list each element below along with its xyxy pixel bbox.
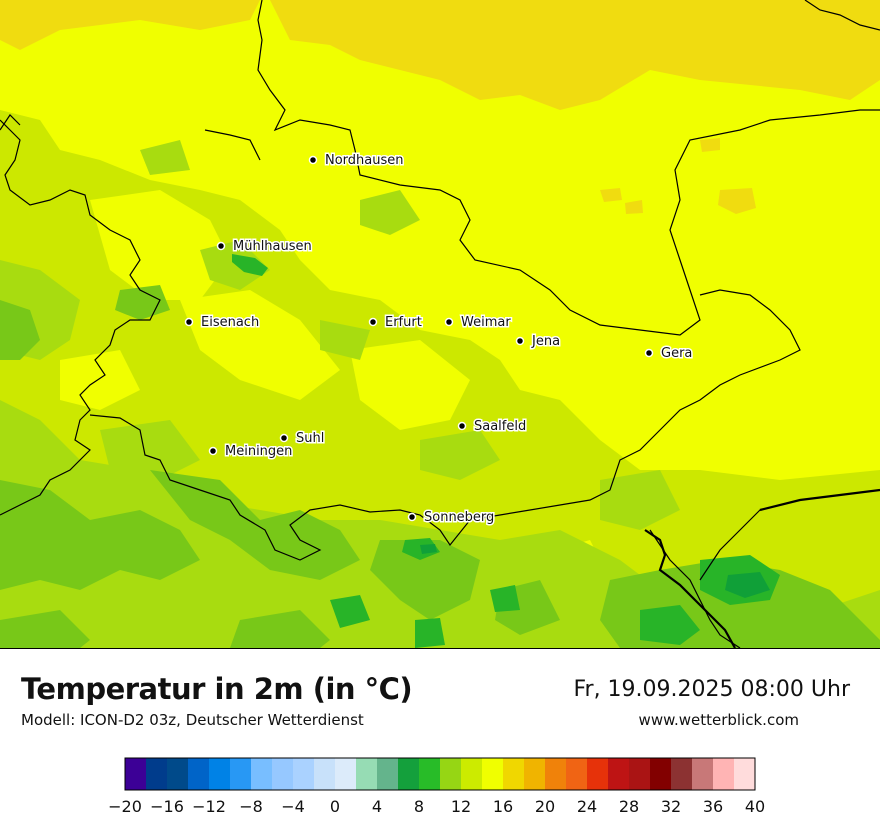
legend-swatch <box>650 758 672 790</box>
city-label: Mühlhausen <box>233 239 312 254</box>
city-dot <box>515 336 525 346</box>
city-dot <box>368 317 378 327</box>
city-dot <box>457 421 467 431</box>
city-sonneberg[interactable]: Sonneberg <box>407 509 496 527</box>
legend-tick-label: 32 <box>661 797 681 816</box>
legend-swatch <box>566 758 588 790</box>
legend-swatch <box>356 758 378 790</box>
legend-tick-label: 28 <box>619 797 639 816</box>
legend-frame <box>124 757 756 791</box>
city-nordhausen[interactable]: Nordhausen <box>308 152 405 170</box>
legend-tick-label: 4 <box>372 797 382 816</box>
city-dot <box>308 155 318 165</box>
city-meiningen[interactable]: Meiningen <box>208 443 294 461</box>
city-dot <box>279 433 289 443</box>
legend-swatch <box>398 758 420 790</box>
legend-swatch <box>335 758 357 790</box>
city-dot <box>184 317 194 327</box>
legend-swatch <box>293 758 315 790</box>
city-label: Nordhausen <box>325 153 404 168</box>
city-eisenach[interactable]: Eisenach <box>184 314 261 332</box>
legend-swatch <box>188 758 210 790</box>
city-jena[interactable]: Jena <box>515 333 562 351</box>
legend-swatch <box>167 758 189 790</box>
city-label: Meiningen <box>225 444 292 459</box>
legend-swatch <box>608 758 630 790</box>
legend-swatch <box>251 758 273 790</box>
legend-tick-label: −12 <box>192 797 226 816</box>
legend-swatch <box>482 758 504 790</box>
city-label: Sonneberg <box>424 510 494 525</box>
legend-tick-label: 8 <box>414 797 424 816</box>
legend-tick-label: 0 <box>330 797 340 816</box>
legend-tick-label: 40 <box>745 797 765 816</box>
legend-tick-label: 20 <box>535 797 555 816</box>
legend-swatch <box>209 758 231 790</box>
city-dot <box>216 241 226 251</box>
forecast-datetime: Fr, 19.09.2025 08:00 Uhr <box>573 677 850 702</box>
legend-swatch <box>713 758 735 790</box>
city-label: Erfurt <box>385 315 422 330</box>
legend-tick-label: −16 <box>150 797 184 816</box>
legend-swatch <box>419 758 441 790</box>
legend-swatch <box>440 758 462 790</box>
city-label: Suhl <box>296 431 324 446</box>
legend-tick-label: −8 <box>239 797 263 816</box>
city-erfurt[interactable]: Erfurt <box>368 314 423 332</box>
color-scale-legend: −20 −16 −12 −8 −4 0 4 8 12 16 20 24 28 32 36 40 <box>108 757 765 816</box>
legend-swatch <box>545 758 567 790</box>
city-suhl[interactable]: Suhl <box>279 430 326 448</box>
legend-swatch <box>314 758 336 790</box>
city-dot <box>444 317 454 327</box>
city-saalfeld[interactable]: Saalfeld <box>457 418 528 436</box>
legend-swatch <box>272 758 294 790</box>
legend-swatch <box>146 758 168 790</box>
legend-tick-label: −4 <box>281 797 305 816</box>
legend-swatch <box>524 758 546 790</box>
city-label: Weimar <box>461 315 511 330</box>
city-label: Gera <box>661 346 692 361</box>
legend-tick-label: 36 <box>703 797 723 816</box>
city-markers: Nordhausen Mühlhausen Eisenach Erfurt We… <box>184 152 694 527</box>
legend-swatch <box>503 758 525 790</box>
legend-tick-label: −20 <box>108 797 142 816</box>
legend-swatch <box>125 758 147 790</box>
legend-tick-label: 16 <box>493 797 513 816</box>
legend-swatch <box>587 758 609 790</box>
city-label: Jena <box>531 334 560 349</box>
temperature-map: Nordhausen Mühlhausen Eisenach Erfurt We… <box>0 0 880 649</box>
legend-swatch <box>734 758 756 790</box>
legend-swatches <box>125 758 756 790</box>
city-dot <box>407 512 417 522</box>
website-link[interactable]: www.wetterblick.com <box>638 711 799 729</box>
legend-tick-label: 12 <box>451 797 471 816</box>
model-source: Modell: ICON-D2 03z, Deutscher Wetterdie… <box>21 711 364 729</box>
city-gera[interactable]: Gera <box>644 345 694 363</box>
temperature-band-6 <box>420 544 770 598</box>
city-muehlhausen[interactable]: Mühlhausen <box>216 238 313 256</box>
legend-ticks: −20 −16 −12 −8 −4 0 4 8 12 16 20 24 28 32 36 40 <box>108 797 765 816</box>
legend-swatch <box>671 758 693 790</box>
city-label: Saalfeld <box>474 419 526 434</box>
legend-swatch <box>692 758 714 790</box>
legend-swatch <box>230 758 252 790</box>
city-weimar[interactable]: Weimar <box>444 314 513 332</box>
legend-swatch <box>461 758 483 790</box>
legend-tick-label: 24 <box>577 797 597 816</box>
temperature-band-18 <box>0 0 880 214</box>
city-dot <box>644 348 654 358</box>
temperature-band-10 <box>0 285 880 648</box>
legend-swatch <box>377 758 399 790</box>
legend-swatch <box>629 758 651 790</box>
city-dot <box>208 446 218 456</box>
map-title: Temperatur in 2m (in °C) <box>21 672 413 706</box>
country-border <box>644 488 880 648</box>
city-label: Eisenach <box>201 315 259 330</box>
